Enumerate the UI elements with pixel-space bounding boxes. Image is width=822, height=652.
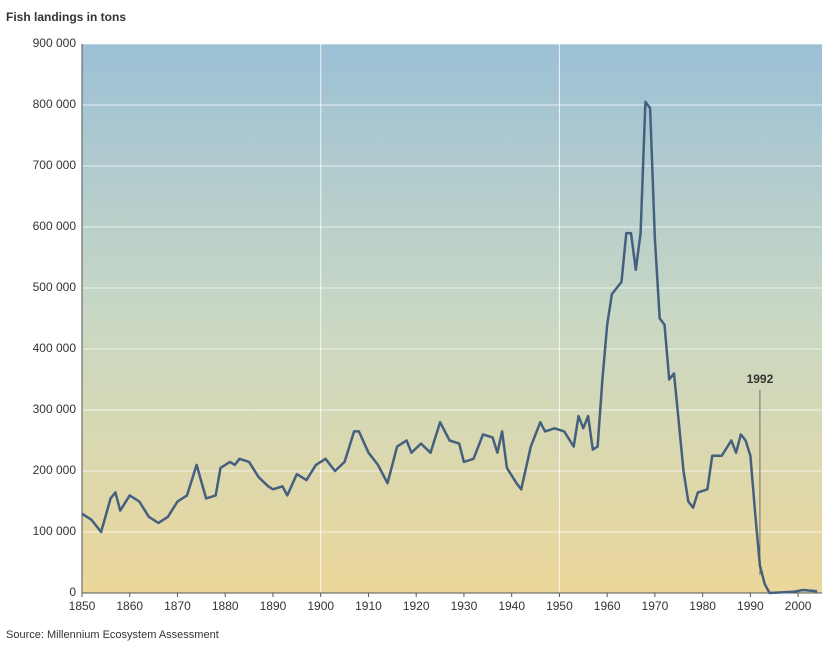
x-tick-label: 1940 bbox=[498, 599, 525, 613]
x-tick-label: 1980 bbox=[689, 599, 716, 613]
y-tick-label: 500 000 bbox=[33, 280, 77, 294]
x-tick-label: 2000 bbox=[785, 599, 812, 613]
x-tick-label: 1860 bbox=[116, 599, 143, 613]
x-tick-label: 1870 bbox=[164, 599, 191, 613]
data-line bbox=[81, 100, 818, 595]
source-note: Source: Millennium Ecosystem Assessment bbox=[6, 629, 219, 641]
x-tick-label: 1900 bbox=[307, 599, 334, 613]
annotation-text: 1992 bbox=[747, 372, 774, 386]
x-tick-label: 1880 bbox=[212, 599, 239, 613]
y-tick-label: 900 000 bbox=[33, 36, 77, 50]
y-tick-label: 300 000 bbox=[33, 402, 77, 416]
x-tick-label: 1920 bbox=[403, 599, 430, 613]
y-tick-label: 400 000 bbox=[33, 341, 77, 355]
x-tick-label: 1930 bbox=[451, 599, 478, 613]
x-tick-label: 1850 bbox=[69, 599, 96, 613]
x-tick-label: 1960 bbox=[594, 599, 621, 613]
y-tick-label: 200 000 bbox=[33, 463, 77, 477]
y-tick-label: 800 000 bbox=[33, 97, 77, 111]
chart-title: Fish landings in tons bbox=[6, 10, 126, 24]
x-tick-label: 1950 bbox=[546, 599, 573, 613]
x-tick-label: 1910 bbox=[355, 599, 382, 613]
y-tick-label: 700 000 bbox=[33, 158, 77, 172]
y-tick-label: 0 bbox=[69, 585, 76, 599]
x-tick-label: 1970 bbox=[642, 599, 669, 613]
y-tick-label: 100 000 bbox=[33, 524, 77, 538]
x-tick-label: 1890 bbox=[260, 599, 287, 613]
y-tick-label: 600 000 bbox=[33, 219, 77, 233]
plot-background bbox=[82, 44, 822, 593]
x-tick-label: 1990 bbox=[737, 599, 764, 613]
